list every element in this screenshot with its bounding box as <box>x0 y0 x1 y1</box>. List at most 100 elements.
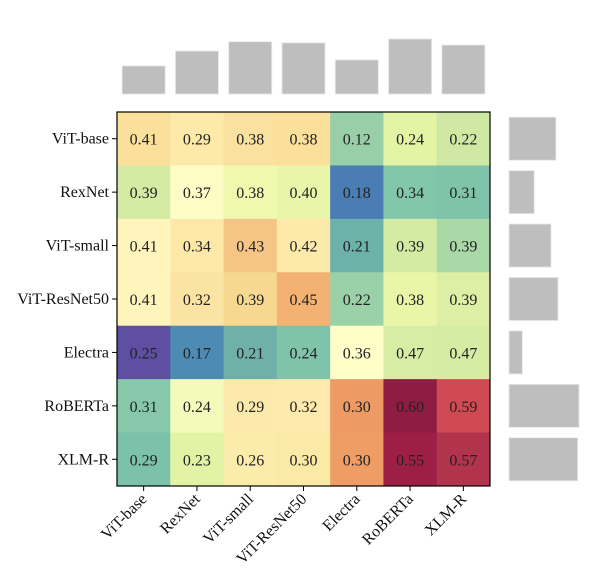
heatmap-cell <box>436 112 491 166</box>
heatmap-cell <box>436 379 491 434</box>
heatmap-cell <box>170 165 225 220</box>
heatmap-cell <box>170 325 225 380</box>
top-marginal-bar <box>334 59 379 95</box>
heatmap-cell <box>330 379 384 434</box>
y-tick-label: ViT-base <box>52 131 109 148</box>
heatmap-cell <box>436 165 491 220</box>
heatmap-cell <box>276 165 331 220</box>
cell-value-label: 0.57 <box>449 452 477 469</box>
x-tick-label: RexNet <box>157 490 204 537</box>
y-tick-label: RoBERTa <box>44 398 109 415</box>
heatmap-cell <box>383 272 438 327</box>
heatmap-cell <box>117 218 171 273</box>
cell-value-label: 0.30 <box>343 452 371 469</box>
cell-value-label: 0.26 <box>236 452 264 469</box>
heatmap-cell <box>223 218 278 273</box>
cell-value-label: 0.23 <box>183 452 211 469</box>
cell-value-label: 0.60 <box>396 399 424 416</box>
cell-value-label: 0.59 <box>449 399 477 416</box>
x-tick-label: RoBERTa <box>359 491 417 549</box>
right-marginal-bar <box>508 116 557 161</box>
y-tick-label: ViT-small <box>46 238 110 255</box>
heatmap-cell <box>276 432 331 487</box>
heatmap-cell <box>383 112 438 166</box>
heatmap-cell <box>170 112 225 166</box>
cell-value-label: 0.31 <box>130 399 158 416</box>
x-tick-label: XLM-R <box>422 491 471 540</box>
heatmap-cell <box>117 165 171 220</box>
cell-value-label: 0.43 <box>236 239 264 256</box>
cell-value-label: 0.45 <box>290 292 318 309</box>
cell-value-label: 0.12 <box>343 132 371 149</box>
heatmap-cell <box>276 272 331 327</box>
heatmap-cell <box>170 272 225 327</box>
heatmap-cell <box>117 325 171 380</box>
heatmap-cell <box>330 165 384 220</box>
heatmap-cell <box>276 218 331 273</box>
heatmap-cell <box>170 379 225 434</box>
cell-value-label: 0.55 <box>396 452 424 469</box>
cell-value-label: 0.32 <box>290 399 318 416</box>
heatmap-cell <box>330 112 384 166</box>
heatmap-cell <box>436 325 491 380</box>
cell-value-label: 0.30 <box>290 452 318 469</box>
right-marginal-bar <box>508 170 535 215</box>
cell-value-label: 0.25 <box>130 345 158 362</box>
cell-value-label: 0.36 <box>343 345 371 362</box>
cell-value-label: 0.22 <box>343 292 371 309</box>
heatmap-cell <box>223 272 278 327</box>
right-marginal-bar <box>508 437 578 482</box>
heatmap-cell <box>170 218 225 273</box>
cell-value-label: 0.24 <box>290 345 318 362</box>
cell-value-label: 0.34 <box>396 185 424 202</box>
right-marginal-bar <box>508 330 523 375</box>
heatmap-cell <box>436 432 491 487</box>
y-axis: ViT-base RexNet ViT-small ViT-ResNet50 Elect… <box>17 131 117 468</box>
top-marginal-bar <box>441 44 486 95</box>
cell-value-label: 0.24 <box>183 399 211 416</box>
heatmap-cell <box>330 218 384 273</box>
cell-value-label: 0.32 <box>183 292 211 309</box>
heatmap-cell <box>383 379 438 434</box>
cell-value-label: 0.41 <box>130 132 158 149</box>
heatmap-cell <box>223 165 278 220</box>
right-marginal-bars <box>508 116 580 482</box>
cell-value-label: 0.39 <box>396 239 424 256</box>
heatmap-cell <box>223 432 278 487</box>
cell-value-label: 0.24 <box>396 132 424 149</box>
x-tick-label: Electra <box>320 491 364 535</box>
right-marginal-bar <box>508 277 559 321</box>
cell-value-label: 0.37 <box>183 185 211 202</box>
heatmap-cell <box>276 325 331 380</box>
heatmap-cell <box>383 165 438 220</box>
heatmap-cell <box>330 325 384 380</box>
cell-value-label: 0.39 <box>449 292 477 309</box>
cell-value-label: 0.29 <box>183 132 211 149</box>
cell-value-label: 0.21 <box>236 345 264 362</box>
cell-value-label: 0.18 <box>343 185 371 202</box>
top-marginal-bar <box>121 65 166 95</box>
heatmap-cell <box>383 325 438 380</box>
cell-value-label: 0.39 <box>130 185 158 202</box>
y-tick-label: Electra <box>64 344 109 361</box>
y-tick-label: ViT-ResNet50 <box>17 291 109 308</box>
top-marginal-bar <box>175 50 219 95</box>
heatmap-cell <box>170 432 225 487</box>
cell-value-label: 0.39 <box>449 239 477 256</box>
cell-value-label: 0.29 <box>130 452 158 469</box>
heatmap-cell <box>436 272 491 327</box>
cell-value-label: 0.29 <box>236 399 264 416</box>
right-marginal-bar <box>508 223 552 268</box>
cell-value-label: 0.22 <box>449 132 477 149</box>
right-marginal-bar <box>508 383 580 428</box>
top-marginal-bar <box>228 41 273 95</box>
cell-value-label: 0.34 <box>183 239 211 256</box>
heatmap-cell <box>330 432 384 487</box>
heatmap-cell <box>223 325 278 380</box>
heatmap-cell <box>117 379 171 434</box>
y-tick-label: XLM-R <box>57 451 109 468</box>
cell-value-label: 0.40 <box>290 185 318 202</box>
cell-value-label: 0.38 <box>290 132 318 149</box>
heatmap-cell <box>383 218 438 273</box>
